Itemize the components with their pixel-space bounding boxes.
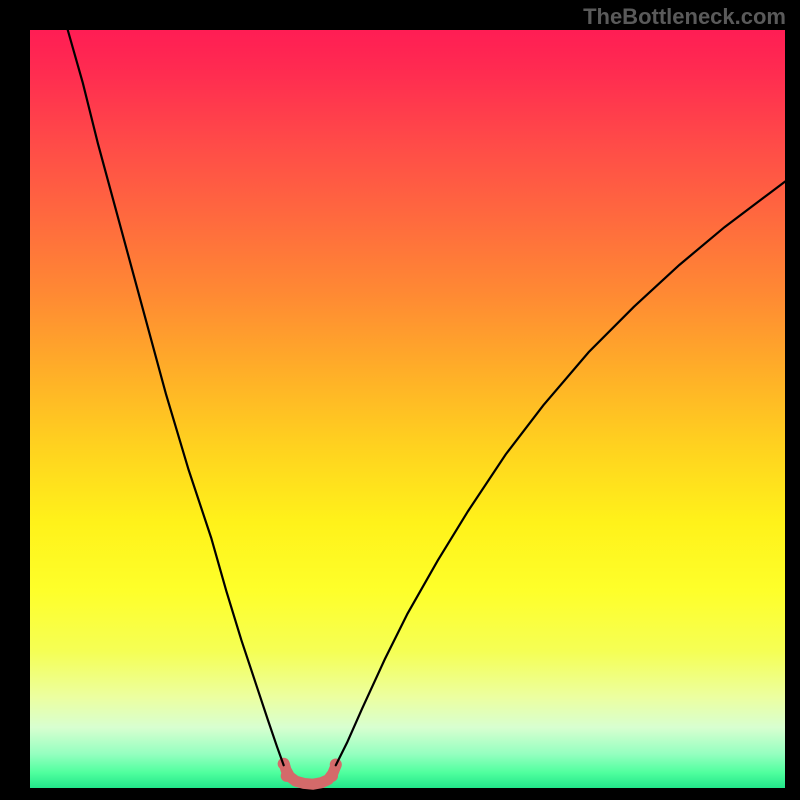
chart-svg [0, 0, 800, 800]
watermark-text: TheBottleneck.com [583, 4, 786, 30]
curve-right [336, 182, 785, 766]
valley-highlight-cap [281, 770, 293, 782]
curve-left [68, 30, 284, 765]
valley-highlight-cap [326, 770, 338, 782]
